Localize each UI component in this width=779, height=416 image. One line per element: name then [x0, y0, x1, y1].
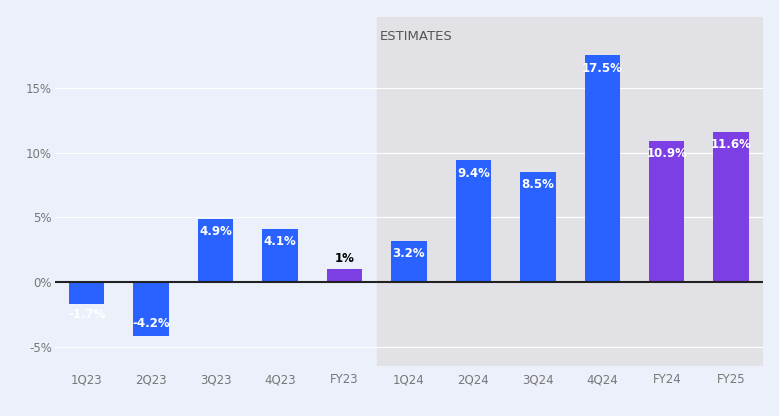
Text: 9.4%: 9.4% — [457, 167, 490, 180]
Bar — [520, 172, 555, 282]
Text: 4.9%: 4.9% — [199, 225, 232, 238]
Bar — [649, 141, 685, 282]
Bar — [263, 229, 298, 282]
Bar — [133, 282, 169, 336]
Text: -1.7%: -1.7% — [68, 308, 105, 321]
Text: 8.5%: 8.5% — [521, 178, 555, 191]
Text: 11.6%: 11.6% — [710, 138, 752, 151]
Bar — [377, 17, 779, 366]
Text: 3.2%: 3.2% — [393, 247, 425, 260]
Text: 17.5%: 17.5% — [582, 62, 622, 75]
Text: 1%: 1% — [335, 252, 354, 265]
Text: -4.2%: -4.2% — [132, 317, 170, 330]
Bar — [327, 269, 362, 282]
Text: 10.9%: 10.9% — [647, 147, 687, 160]
Bar — [391, 240, 427, 282]
Bar — [456, 160, 491, 282]
Bar — [198, 218, 234, 282]
Bar — [714, 132, 749, 282]
Bar — [584, 55, 620, 282]
Bar — [69, 282, 104, 304]
Text: ESTIMATES: ESTIMATES — [380, 30, 453, 42]
Text: 4.1%: 4.1% — [264, 235, 297, 248]
